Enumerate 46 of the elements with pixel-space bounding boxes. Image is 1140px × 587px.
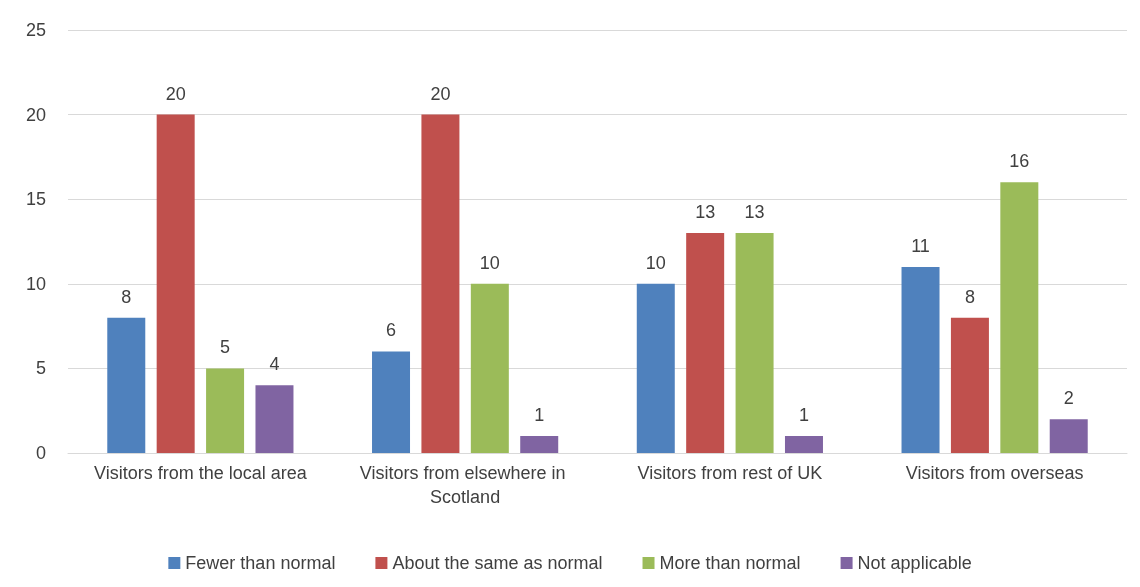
bar — [372, 351, 411, 453]
data-label: 13 — [695, 202, 716, 223]
data-label: 13 — [744, 202, 765, 223]
bar — [735, 233, 774, 453]
x-tick-label: Visitors from the local area — [93, 463, 308, 483]
legend-label: Not applicable — [857, 553, 972, 573]
bar — [206, 368, 245, 453]
data-label: 20 — [165, 83, 186, 104]
bar — [636, 283, 675, 453]
bar — [156, 114, 195, 453]
data-label: 10 — [645, 252, 666, 273]
legend-label: Fewer than normal — [185, 553, 336, 573]
y-tick-label: 15 — [25, 189, 46, 210]
data-label: 20 — [430, 83, 451, 104]
y-tick-label: 0 — [35, 443, 46, 463]
bar — [470, 283, 509, 453]
bar — [520, 436, 559, 453]
x-tick-label: Visitors from rest of UK — [637, 463, 823, 483]
bar — [255, 385, 294, 453]
bar — [686, 233, 725, 453]
x-tick-label: Visitors from elsewhere in Scotland — [359, 463, 571, 507]
data-label: 2 — [1063, 388, 1074, 409]
bar — [1000, 182, 1039, 453]
y-tick-label: 20 — [25, 104, 46, 125]
legend-label: More than normal — [659, 553, 801, 573]
data-label: 10 — [479, 252, 500, 273]
data-label: 1 — [534, 405, 545, 426]
bar — [107, 317, 146, 453]
data-label: 5 — [220, 337, 231, 358]
legend-label: About the same as normal — [392, 553, 603, 573]
bar — [784, 436, 823, 453]
y-tick-label: 5 — [35, 358, 46, 379]
data-label: 6 — [386, 320, 397, 341]
data-label: 8 — [121, 286, 132, 307]
bar — [421, 114, 460, 453]
data-label: 16 — [1009, 151, 1030, 172]
bar — [901, 266, 940, 453]
data-label: 11 — [911, 235, 930, 256]
bar — [1049, 419, 1088, 453]
y-tick-label: 10 — [25, 273, 46, 294]
data-label: 8 — [964, 286, 975, 307]
data-label: 4 — [269, 354, 280, 375]
x-tick-label: Visitors from overseas — [905, 463, 1084, 483]
y-tick-label: 25 — [25, 20, 46, 40]
bar — [950, 317, 989, 453]
data-label: 1 — [798, 405, 809, 426]
